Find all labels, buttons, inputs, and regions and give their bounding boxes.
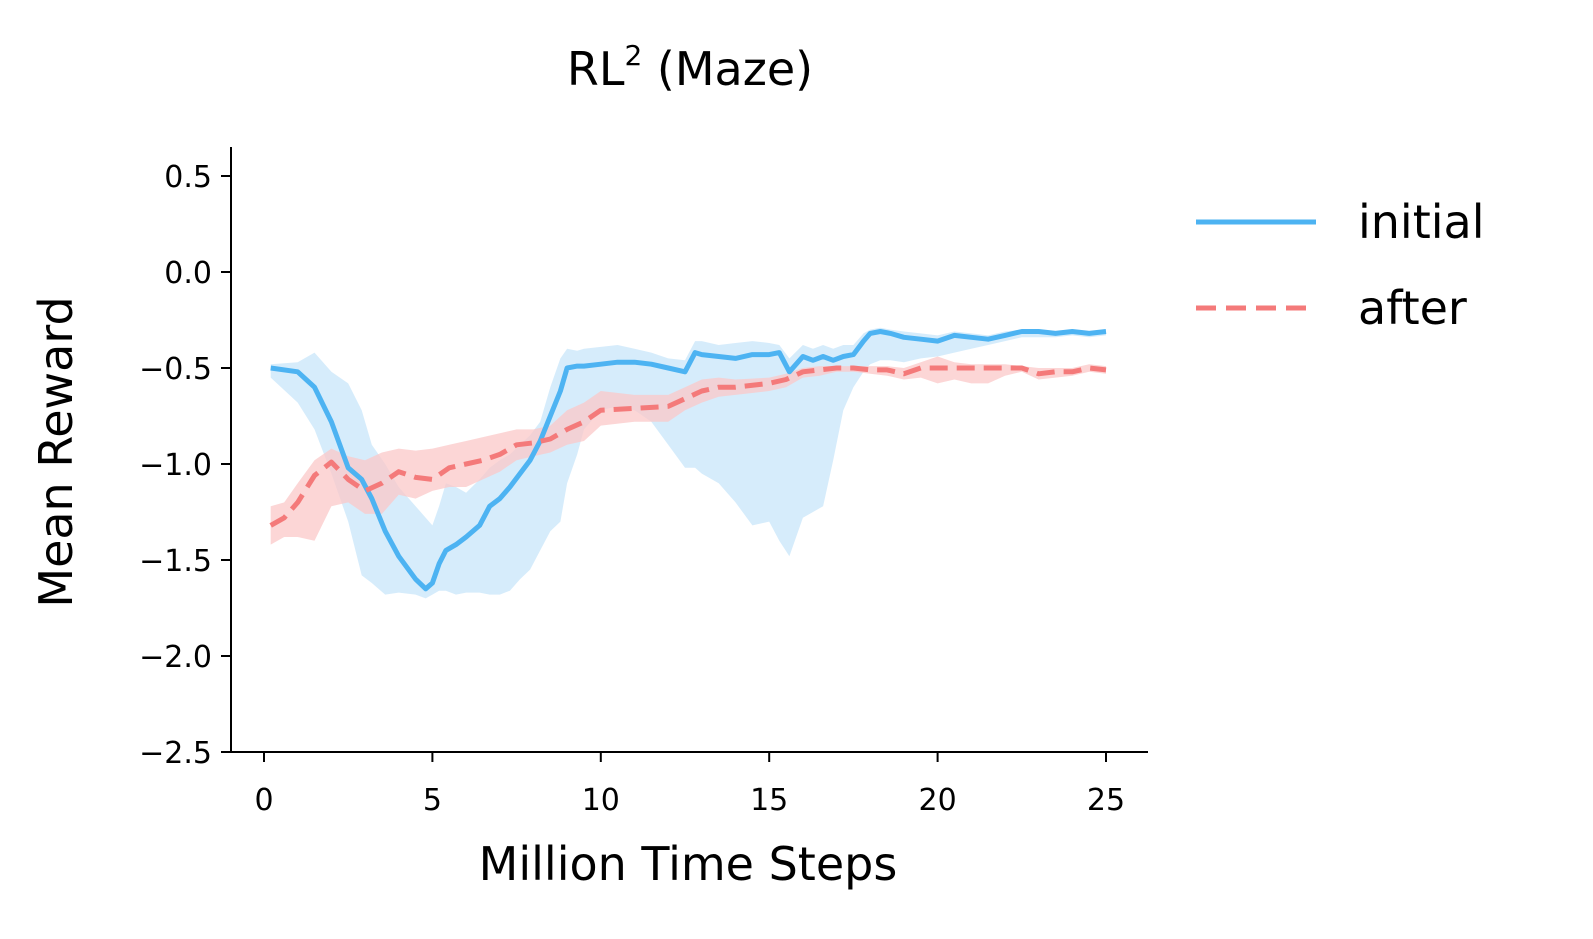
y-tick-label: −1.5	[139, 544, 212, 579]
y-tick-label: −2.0	[139, 640, 212, 675]
legend-label-after: after	[1358, 281, 1467, 335]
y-tick-label: 0.0	[164, 256, 212, 291]
y-tick-label: −1.0	[139, 448, 212, 483]
y-tick-label: −0.5	[139, 352, 212, 387]
x-tick-label: 10	[582, 783, 620, 818]
x-axis-label: Million Time Steps	[479, 837, 898, 891]
x-tick-label: 20	[919, 783, 957, 818]
y-axis-label: Mean Reward	[29, 296, 83, 607]
y-tick-label: −2.5	[139, 736, 212, 771]
series-line-initial	[270, 329, 1107, 592]
legend-label-initial: initial	[1358, 195, 1485, 249]
series-line-after	[269, 365, 1107, 528]
x-tick-label: 5	[423, 783, 442, 818]
x-tick-label: 0	[254, 783, 273, 818]
legend: initial after	[1196, 195, 1485, 335]
confidence-bands	[270, 327, 1106, 599]
chart-title-superscript: 2	[624, 39, 642, 72]
x-axis-ticks: 0 5 10 15 20 25	[254, 752, 1125, 818]
y-axis-ticks: 0.5 0.0 −0.5 −1.0 −1.5 −2.0 −2.5	[139, 160, 231, 771]
chart-title: RL2 (Maze)	[567, 39, 813, 96]
band-after	[270, 356, 1106, 545]
x-tick-label: 15	[750, 783, 788, 818]
band-initial	[270, 327, 1106, 599]
y-tick-label: 0.5	[164, 160, 212, 195]
x-tick-label: 25	[1087, 783, 1125, 818]
series-lines	[269, 329, 1107, 592]
